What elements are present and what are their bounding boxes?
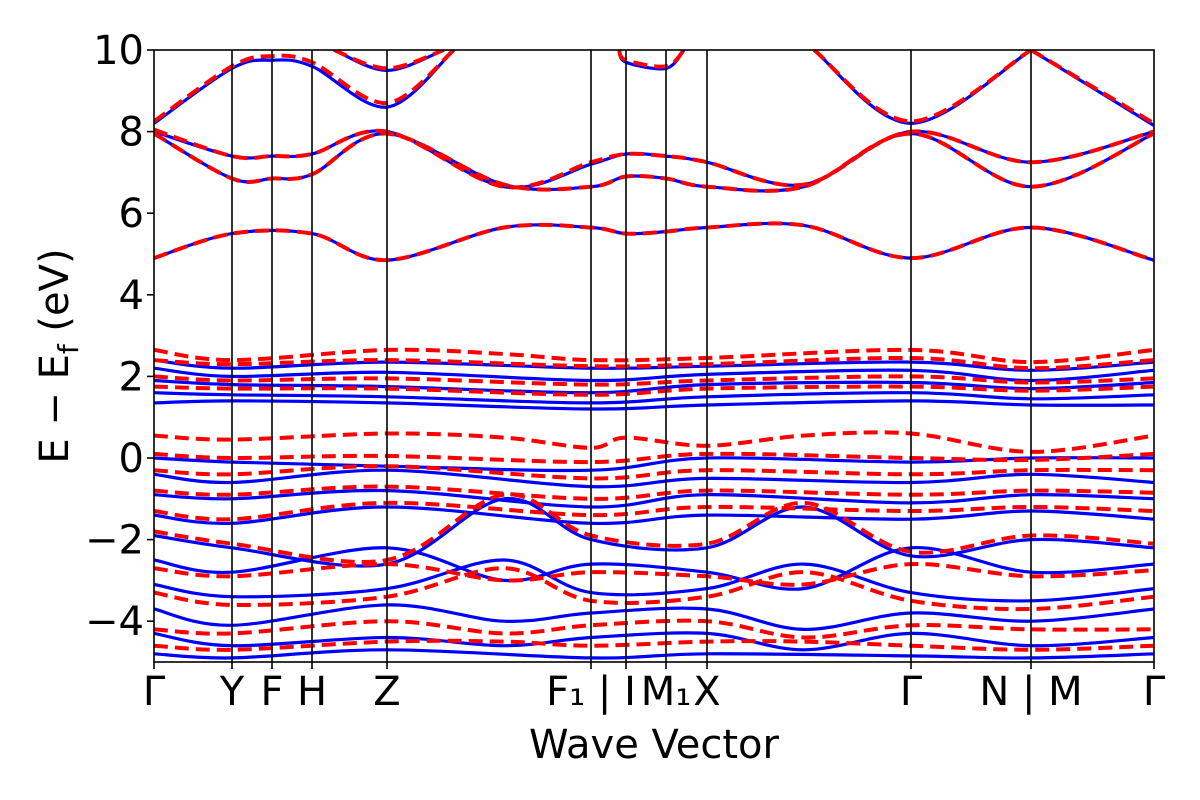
x-tick-label: F [260,669,283,715]
x-tick-label: M₁ [641,669,692,715]
y-axis-label-sub: f [52,343,85,354]
band-line [154,484,1154,501]
band-line [154,384,1154,397]
y-tick-label: −2 [85,518,144,564]
band-line [154,50,456,125]
band-line [154,391,1154,405]
band-line [154,558,1154,603]
band-line [154,648,1154,660]
x-tick-label: X [693,669,720,715]
band-line [154,464,1154,481]
y-tick-label: −4 [85,599,144,645]
k-point-lines [231,50,1032,662]
x-axis-ticks: Γ Y F H Z F₁ | I M₁ X Γ N | M Γ [143,662,1166,715]
band-line [154,546,1154,591]
plot-frame [153,49,1155,663]
band-line [154,631,1154,652]
x-tick-label: N | M [979,669,1082,715]
y-axis-label-unit: (eV) [32,248,78,344]
band-line [154,505,1154,526]
band-line [154,492,1154,564]
y-tick-label: 2 [119,354,144,400]
x-tick-label: Y [219,669,245,715]
band-line [154,127,1154,190]
x-tick-label: Γ [143,669,166,715]
band-line [154,399,1154,411]
y-axis-label: E − Ef (eV) [32,248,85,463]
band-line [154,131,1154,193]
band-line [154,562,1154,587]
band-line [154,618,1154,640]
band-line [154,355,1154,371]
y-tick-label: 8 [119,110,144,156]
band-line [154,347,1154,365]
band-line [154,638,1154,652]
band-line [154,468,1154,489]
band-line [154,456,1154,473]
x-tick-label: Γ [1143,669,1166,715]
band-line [154,366,1154,383]
band-line [154,488,1154,509]
band-line [154,497,1154,568]
band-line [154,378,1154,395]
band-line [154,358,1154,372]
x-tick-label: Γ [900,669,923,715]
y-axis-ticks: 10 8 6 4 2 0 −2 −4 [85,28,154,645]
band-line [154,430,1154,454]
band-line [154,451,1154,465]
y-tick-label: 0 [119,436,144,482]
band-line [154,566,1154,612]
x-tick-label: F₁ | I [546,669,636,715]
y-axis-label-main: E − E [32,354,78,464]
band-line [333,50,445,71]
x-tick-label: H [297,669,327,715]
y-tick-label: 4 [119,273,144,319]
band-line [154,50,456,124]
band-line [1029,50,1154,126]
band-line [154,500,1154,522]
y-tick-label: 6 [119,191,144,237]
x-axis-label: Wave Vector [529,722,780,768]
y-tick-label: 10 [93,28,144,74]
x-tick-label: Z [373,669,400,715]
band-line [812,50,1033,124]
band-line [617,50,686,69]
band-line [154,374,1154,387]
series-dashed [154,50,1154,652]
